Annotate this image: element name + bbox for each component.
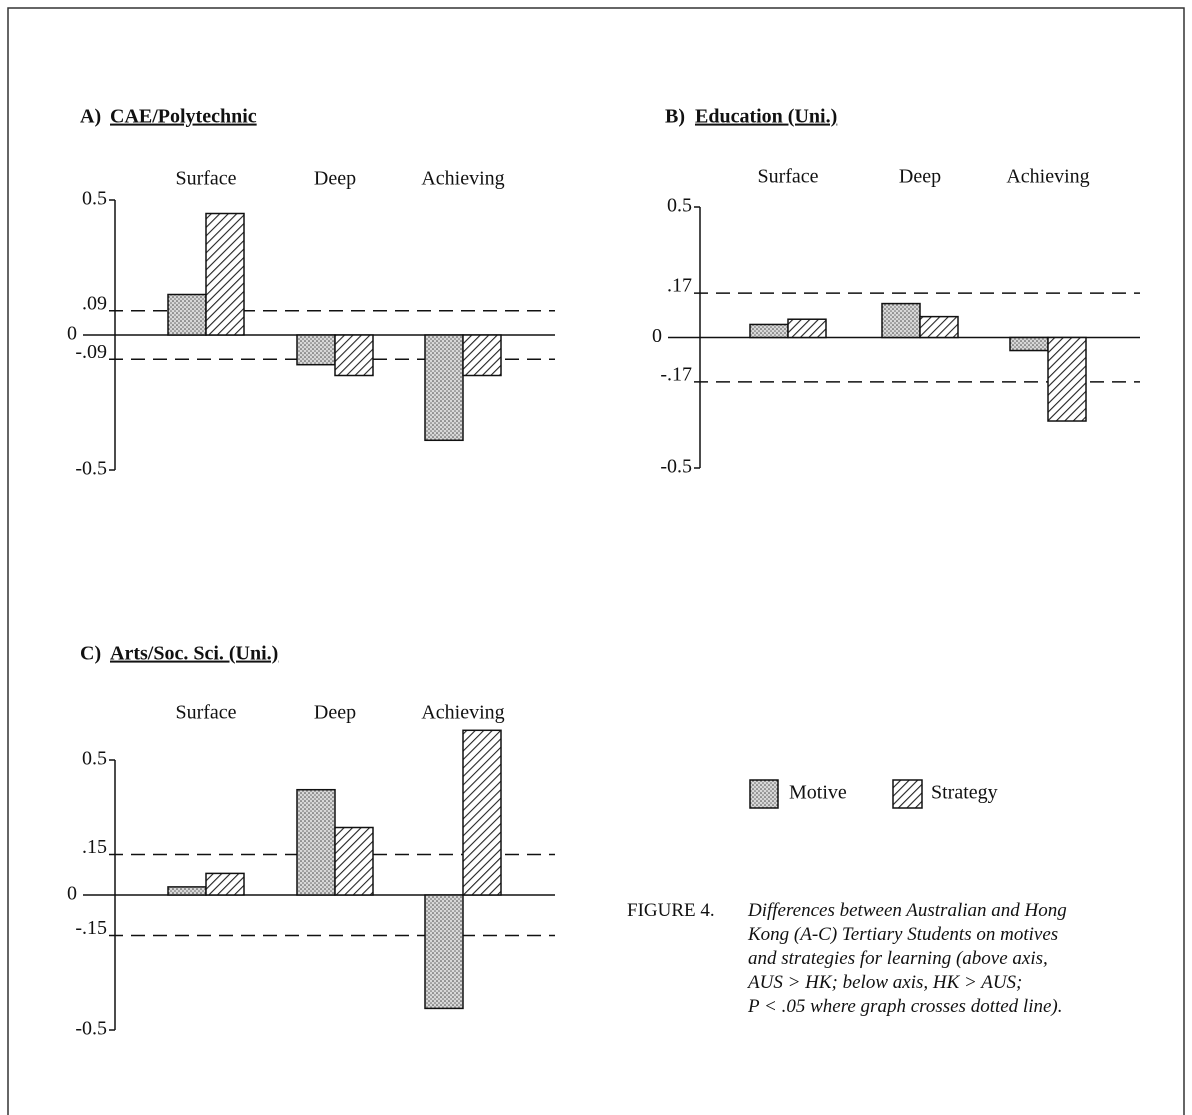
legend-label: Strategy	[931, 782, 998, 804]
caption-text: Differences between Australian and Hong K…	[748, 899, 1067, 1019]
category-label: Achieving	[1006, 166, 1089, 188]
y-tick-label: 0.5	[82, 188, 107, 210]
chart-title: Education (Uni.)	[695, 106, 837, 128]
bar	[787, 318, 827, 339]
y-tick-label: -0.5	[75, 1018, 107, 1040]
bar	[462, 334, 502, 377]
bar	[167, 293, 207, 336]
bar	[424, 334, 464, 442]
y-tick-label: .15	[82, 836, 107, 858]
caption-line: P < .05 where graph crosses dotted line)…	[748, 996, 1063, 1017]
y-tick-label: 0.5	[82, 748, 107, 770]
caption-line: and strategies for learning (above axis,	[748, 948, 1048, 969]
bar	[296, 788, 336, 896]
y-tick-label: .09	[82, 292, 107, 314]
legend-swatch	[749, 779, 779, 809]
bar	[205, 212, 245, 336]
category-label: Deep	[314, 168, 356, 190]
category-label: Surface	[175, 702, 236, 724]
legend-swatch	[892, 779, 923, 809]
bar	[1047, 336, 1087, 422]
bar	[462, 729, 502, 896]
y-tick-label: -.09	[75, 341, 107, 363]
y-tick-label: -.15	[75, 917, 107, 939]
y-tick-label: 0	[67, 323, 77, 345]
bar	[424, 894, 464, 1010]
panel-label: C)	[80, 643, 101, 665]
bar	[749, 323, 789, 339]
y-tick-label: .17	[667, 275, 692, 297]
legend-label: Motive	[789, 782, 847, 804]
bar	[919, 315, 959, 339]
panel-label: A)	[80, 106, 101, 128]
category-label: Deep	[899, 166, 941, 188]
category-label: Achieving	[421, 168, 504, 190]
y-tick-label: 0	[652, 325, 662, 347]
y-tick-label: 0	[67, 883, 77, 905]
chart-title: Arts/Soc. Sci. (Uni.)	[110, 643, 278, 665]
y-tick-label: 0.5	[667, 195, 692, 217]
bar	[334, 826, 374, 896]
y-tick-label: -0.5	[75, 458, 107, 480]
bar	[881, 302, 921, 339]
y-tick-label: -0.5	[660, 456, 692, 478]
bar	[296, 334, 336, 366]
frame	[7, 7, 1185, 1115]
bar	[167, 886, 207, 896]
bar	[1009, 336, 1049, 352]
caption-line: Differences between Australian and Hong	[748, 900, 1067, 921]
category-label: Achieving	[421, 702, 504, 724]
caption-line: Kong (A-C) Tertiary Students on motives	[748, 924, 1059, 945]
panel-label: B)	[665, 106, 685, 128]
category-label: Surface	[175, 168, 236, 190]
chart-title: CAE/Polytechnic	[110, 106, 257, 128]
y-tick-label: -.17	[660, 363, 692, 385]
category-label: Surface	[757, 166, 818, 188]
bar	[334, 334, 374, 377]
caption-line: AUS > HK; below axis, HK > AUS;	[748, 972, 1023, 993]
bar	[205, 872, 245, 896]
caption-label: FIGURE 4.	[627, 900, 715, 921]
category-label: Deep	[314, 702, 356, 724]
